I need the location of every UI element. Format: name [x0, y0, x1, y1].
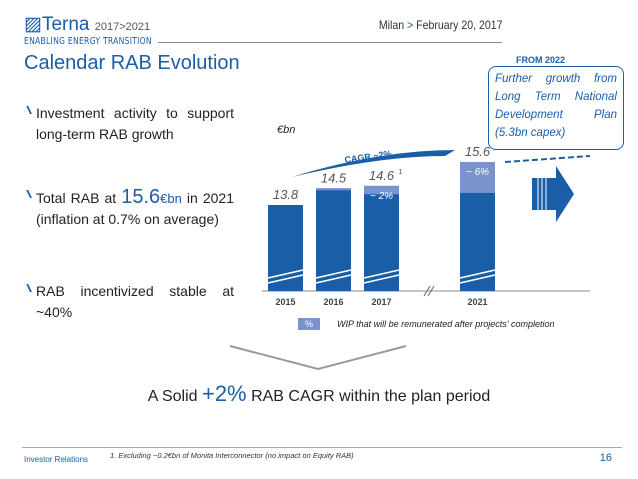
wip-segment-2021 [460, 161, 495, 193]
value-label: 15.6 [465, 144, 491, 159]
value-label: 13.8 [273, 187, 299, 202]
wip-segment-2016 [316, 188, 351, 191]
bullet-investment: Investment activity to support long-term… [22, 103, 234, 145]
axis-break-mark [459, 269, 496, 284]
footnote-mark: 1 [399, 169, 403, 176]
outlook-label: FROM 2022 [516, 55, 566, 65]
wip-label: ~ 6% [466, 167, 489, 178]
legend-swatch: % [298, 318, 320, 330]
outlook-box: Further growth from Long Term National D… [488, 66, 624, 150]
conclusion: A Solid +2% RAB CAGR within the plan per… [147, 381, 491, 406]
x-tick-label: 2015 [275, 297, 295, 307]
page-number: 16 [599, 452, 612, 464]
cagr-arrow [292, 150, 455, 177]
value-label: 14.5 [321, 170, 347, 185]
terna-logo: ▨Terna 2017>2021 ENABLING ENERGY TRANSIT… [24, 14, 152, 47]
wip-segment-2017 [364, 185, 399, 195]
arrow-stripes [537, 178, 547, 210]
axis-break-mark [267, 269, 304, 284]
chart-unit: €bn [277, 124, 296, 136]
page-title: Calendar RAB Evolution [24, 52, 240, 74]
header-divider [158, 42, 502, 43]
x-tick-label: 2021 [467, 297, 487, 307]
axis-break-mark [315, 269, 352, 284]
wip-label: ~ 2% [370, 191, 393, 202]
axis-break-mark [363, 269, 400, 284]
axis-break-icon [423, 285, 435, 297]
bullet-total-rab: Total RAB at 15.6€bn in 2021 (inflation … [22, 187, 234, 230]
footnote: 1. Excluding ~0.2€bn of Monita Interconn… [110, 451, 354, 460]
bullet-incentivized: RAB incentivized stable at ~40% [22, 281, 234, 323]
footer-label: Investor Relations [24, 455, 89, 464]
legend-text: WIP that will be remunerated after proje… [337, 319, 555, 329]
x-tick-label: 2017 [371, 297, 391, 307]
x-tick-label: 2016 [323, 297, 343, 307]
trend-dashed-line [504, 155, 591, 163]
value-label: 14.6 [369, 168, 395, 183]
cagr-annotation: CAGR ~2% [344, 148, 392, 164]
bar-2015 [268, 205, 303, 291]
footer-divider [22, 447, 622, 448]
location-date: Milan > February 20, 2017 [378, 18, 502, 32]
chevron-down-icon [229, 345, 407, 371]
logo-mark-icon: ▨ [24, 14, 42, 35]
